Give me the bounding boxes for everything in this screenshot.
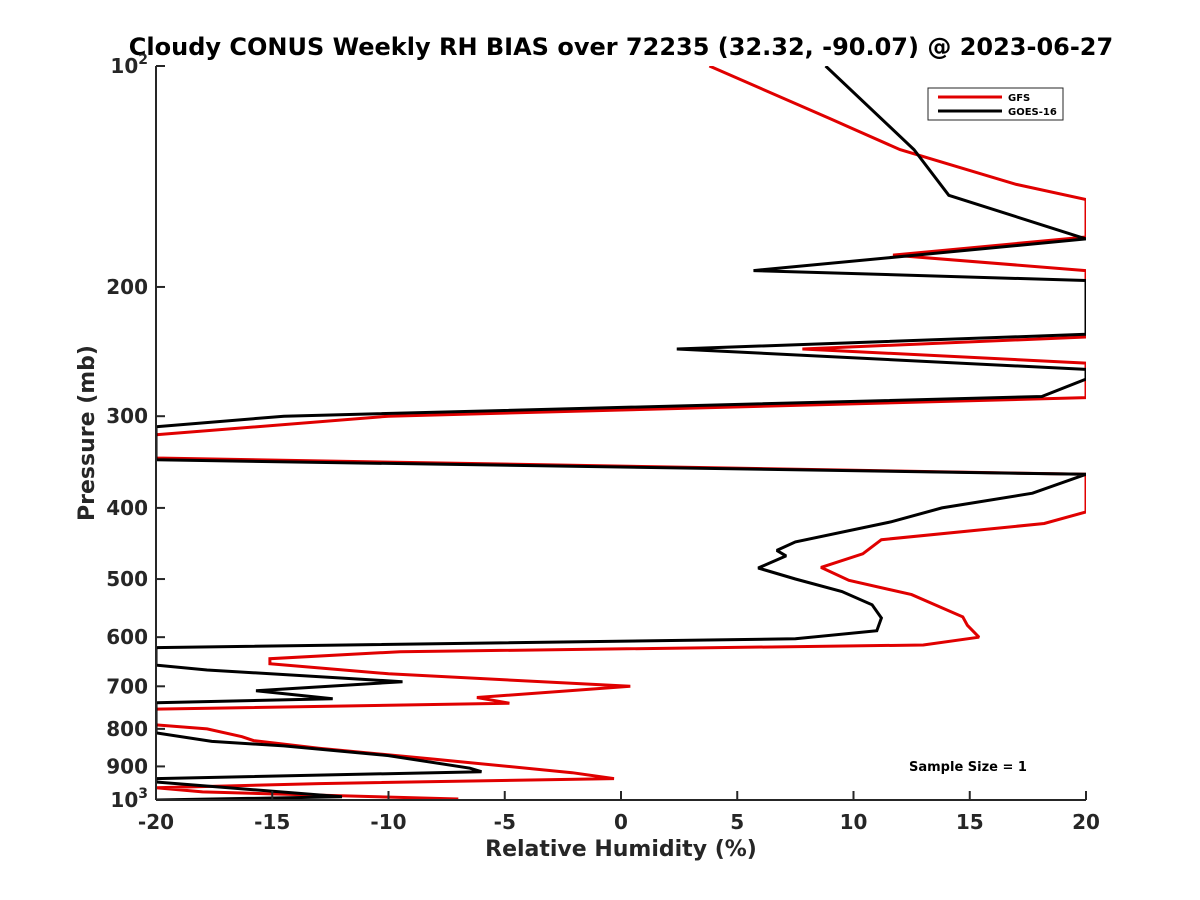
- x-tick-label: -5: [494, 810, 516, 834]
- y-tick-label: 900: [106, 754, 148, 778]
- legend-label-gfs: GFS: [1008, 93, 1030, 104]
- x-tick-label: 15: [956, 810, 984, 834]
- x-tick-label: -10: [370, 810, 406, 834]
- x-tick-label: -15: [254, 810, 290, 834]
- legend: GFS GOES-16: [927, 87, 1064, 121]
- x-tick-label: 0: [614, 810, 628, 834]
- y-tick-label: 400: [106, 496, 148, 520]
- y-tick-label: 102: [110, 52, 148, 78]
- x-tick-label: -20: [138, 810, 174, 834]
- series-line-gfs: [156, 66, 1086, 800]
- legend-box: [927, 87, 1064, 121]
- y-axis-label: Pressure (mb): [75, 345, 100, 521]
- y-tick-label: 103: [110, 786, 148, 812]
- x-axis-label: Relative Humidity (%): [485, 837, 757, 862]
- y-tick-label: 200: [106, 275, 148, 299]
- x-tick-label: 5: [730, 810, 744, 834]
- sample-size-annotation: Sample Size = 1: [909, 760, 1027, 775]
- series-line-goes-16: [156, 66, 1086, 800]
- y-tick-label: 600: [106, 625, 148, 649]
- axis-ticks: -20 -15 -10 -5 0 5 10 15 20 102 200 300 400 500 600 700…: [106, 52, 1100, 834]
- legend-label-goes-16: GOES-16: [1008, 107, 1057, 118]
- x-tick-label: 10: [840, 810, 868, 834]
- axes: [155, 66, 1086, 801]
- y-tick-label: 300: [106, 404, 148, 428]
- y-tick-label: 700: [106, 674, 148, 698]
- plot-series: [156, 66, 1086, 800]
- y-tick-label: 800: [106, 717, 148, 741]
- y-tick-label: 500: [106, 567, 148, 591]
- x-tick-label: 20: [1072, 810, 1100, 834]
- chart-title: Cloudy CONUS Weekly RH BIAS over 72235 (…: [129, 33, 1113, 61]
